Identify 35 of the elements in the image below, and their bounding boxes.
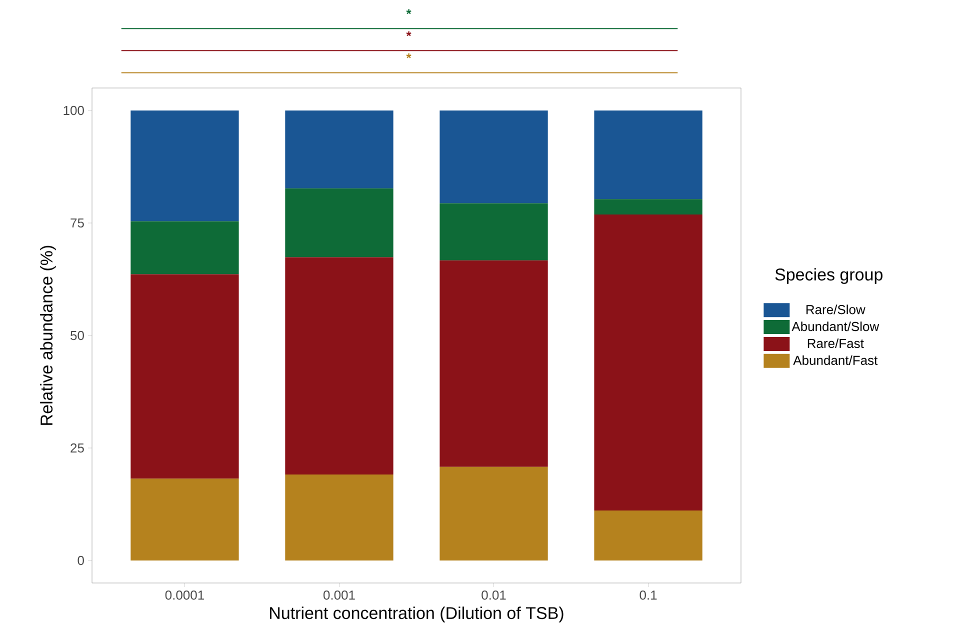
y-tick-label: 25	[70, 443, 84, 453]
y-axis-title: Relative abundance (%)	[40, 246, 56, 425]
bar	[594, 214, 702, 511]
bar	[285, 188, 394, 258]
bar	[440, 110, 548, 204]
bar	[130, 478, 239, 560]
x-axis-title: Nutrient concentration (Dilution of TSB)	[270, 606, 564, 622]
bar	[594, 110, 702, 200]
text: *	[406, 31, 412, 36]
x-tick-label: 0.01	[482, 590, 506, 600]
bar	[440, 466, 548, 560]
y-tick-label: 75	[70, 218, 84, 228]
y-tick-label: 0	[78, 556, 84, 566]
bar	[594, 510, 702, 560]
bar	[130, 274, 239, 479]
legend-label: Rare/Slow	[806, 304, 866, 314]
legend-label: Abundant/Slow	[792, 322, 880, 332]
x-tick-label: 0.001	[323, 590, 355, 600]
bar	[285, 110, 394, 188]
bar	[440, 260, 548, 467]
bar	[285, 257, 394, 475]
bar	[130, 221, 239, 274]
text: *	[406, 53, 412, 58]
y-tick-label: 50	[70, 330, 84, 340]
bar	[130, 110, 239, 222]
bar	[440, 203, 548, 260]
bar	[594, 199, 702, 214]
text: *	[406, 9, 412, 14]
legend-label: Rare/Fast	[808, 338, 864, 348]
bar	[285, 474, 394, 560]
y-tick-label: 100	[64, 106, 84, 116]
x-tick-label: 0.0001	[165, 590, 204, 600]
x-tick-label: 0.1	[640, 590, 657, 600]
legend-label: Abundant/Fast	[793, 355, 878, 365]
legend-title: Species group	[775, 268, 882, 284]
